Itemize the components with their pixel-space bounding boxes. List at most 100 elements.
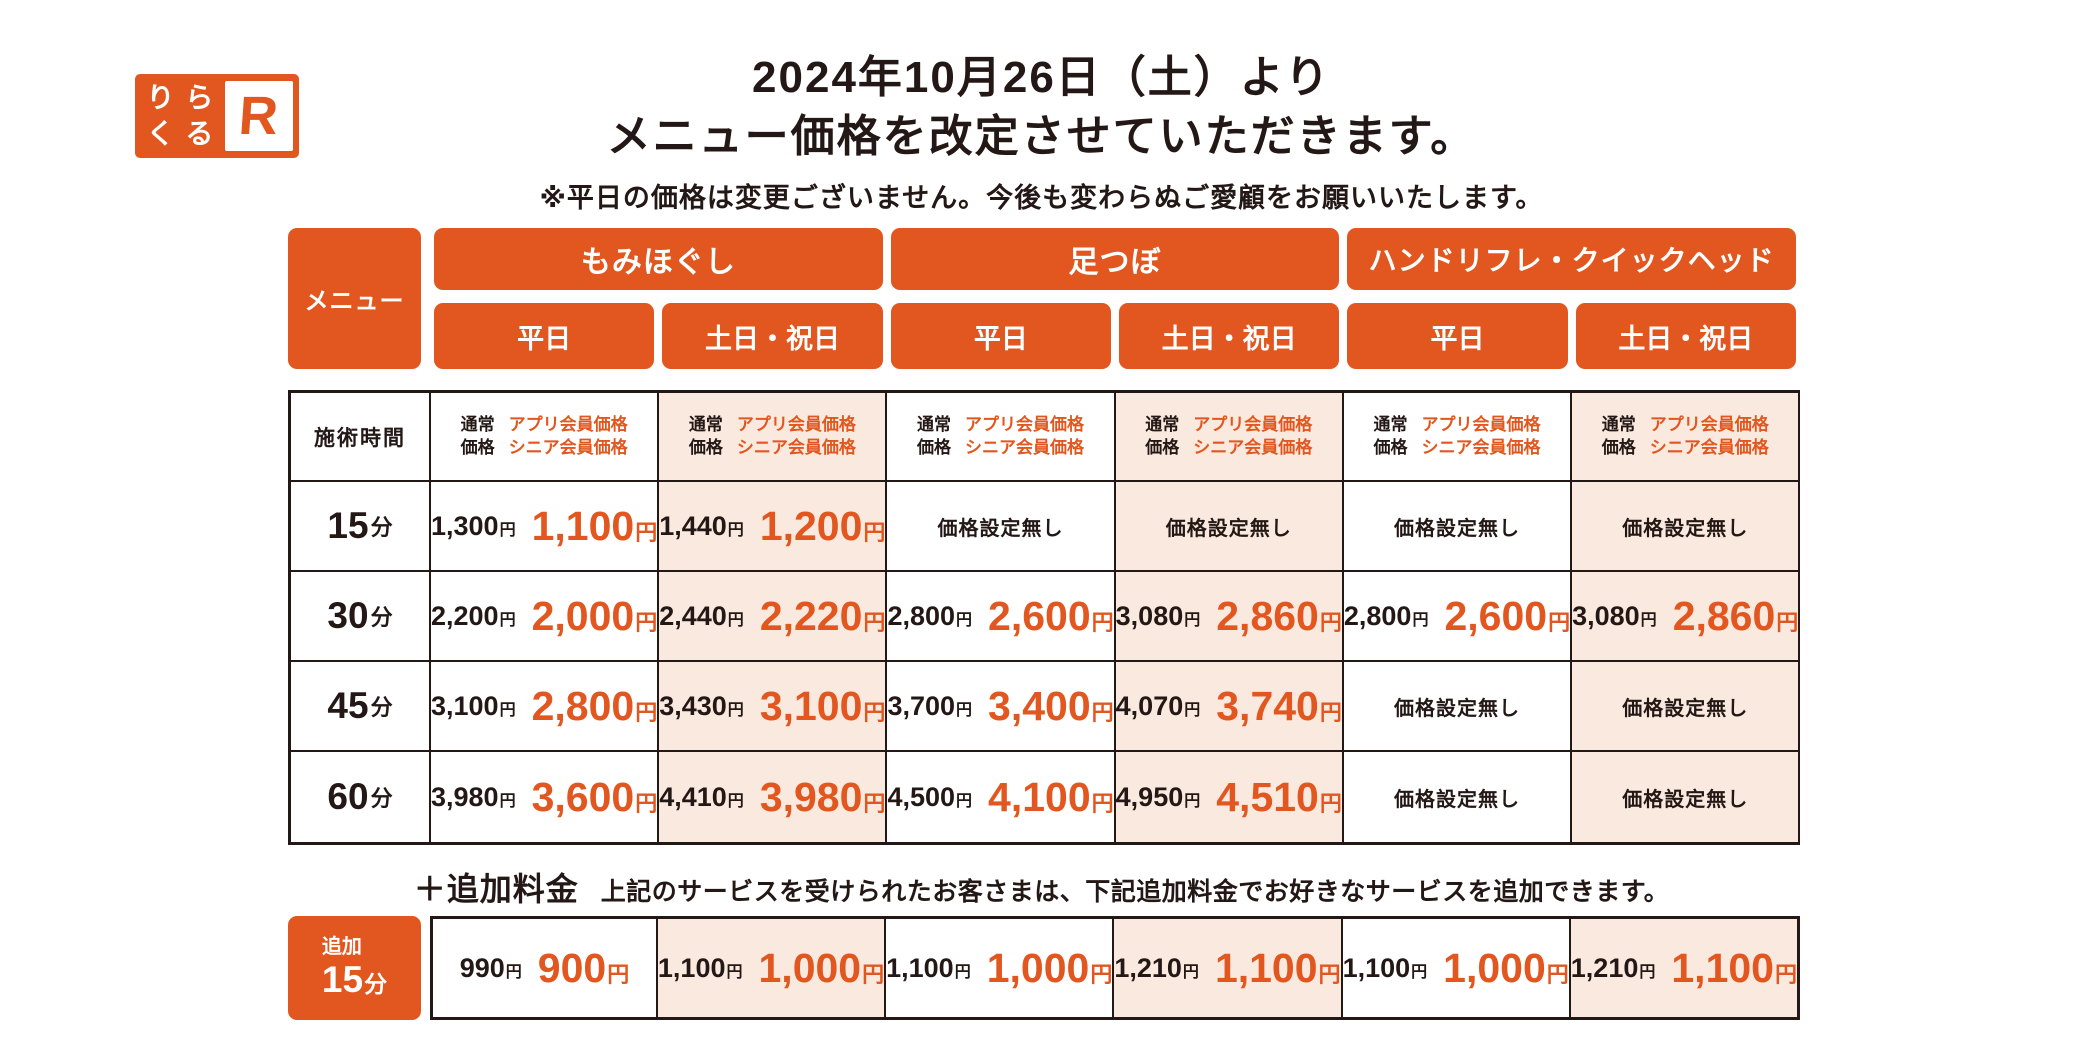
addon-15min-label: 追加 15分 bbox=[288, 916, 421, 1020]
menu-header: メニュー bbox=[288, 228, 421, 369]
logo-kana-text: り ら く る bbox=[141, 80, 219, 152]
addon-note: ＋追加料金 上記のサービスを受けられたお客さまは、下記追加料金でお好きなサービス… bbox=[0, 864, 2083, 910]
regular-price: 1,100 円 bbox=[1342, 952, 1428, 983]
logo-r-mark-icon: R bbox=[224, 81, 293, 151]
price-type-header: 通常 価格 アプリ会員価格 シニア会員価格 bbox=[431, 393, 660, 482]
member-price: 2,000 円 bbox=[531, 592, 658, 639]
member-price: 3,600 円 bbox=[531, 773, 658, 820]
regular-price: 1,440 円 bbox=[659, 510, 744, 541]
member-price: 2,220 円 bbox=[759, 592, 886, 639]
price-cell: 3,100 円 2,800 円 bbox=[431, 662, 660, 752]
price-cell: 3,700 円 3,400 円 bbox=[887, 662, 1116, 752]
regular-price: 3,080 円 bbox=[1115, 600, 1201, 631]
price-cell: 1,100 円 1,000 円 bbox=[657, 919, 887, 1017]
regular-price: 2,800 円 bbox=[1343, 600, 1429, 631]
no-price-cell: 価格設定無し bbox=[1344, 752, 1573, 842]
price-type-header: 通常 価格 アプリ会員価格 シニア会員価格 bbox=[659, 393, 888, 482]
addon-price-row: 990 円 900 円 1,100 円 1,000 円 1,100 円 1,000 円 1,… bbox=[430, 916, 1800, 1020]
duration-cell-15min: 15 分 bbox=[291, 482, 431, 572]
regular-price: 4,500 円 bbox=[887, 781, 973, 812]
day-header-weekend: 土日・祝日 bbox=[1118, 303, 1340, 369]
price-type-header: 通常 価格 アプリ会員価格 シニア会員価格 bbox=[1572, 393, 1799, 482]
day-header-weekend: 土日・祝日 bbox=[662, 303, 883, 369]
duration-cell-45min: 45 分 bbox=[291, 662, 431, 752]
price-type-header: 通常 価格 アプリ会員価格 シニア会員価格 bbox=[1115, 393, 1344, 482]
price-type-header: 通常 価格 アプリ会員価格 シニア会員価格 bbox=[887, 393, 1116, 482]
price-cell: 2,440 円 2,220 円 bbox=[659, 572, 888, 662]
title-line-2: メニュー価格を改定させていただきます。 bbox=[606, 112, 1477, 162]
member-price: 3,980 円 bbox=[759, 773, 886, 820]
member-price: 2,860 円 bbox=[1672, 592, 1799, 639]
page-note: ※平日の価格は変更ございません。今後も変わらぬご愛顧をお願いいたします。 bbox=[539, 183, 1544, 213]
regular-price: 1,100 円 bbox=[886, 952, 971, 983]
price-table: 施術時間 通常 価格 アプリ会員価格 シニア会員価格 通常 価格 アプリ会員価格 シニア… bbox=[288, 390, 1800, 845]
member-price: 4,100 円 bbox=[988, 773, 1114, 820]
price-cell: 2,800 円 2,600 円 bbox=[887, 572, 1116, 662]
regular-price: 990 円 bbox=[459, 952, 522, 983]
title-line-1: 2024年10月26日（土）より bbox=[752, 53, 1331, 102]
price-cell: 1,210 円 1,100 円 bbox=[1570, 919, 1797, 1017]
price-cell: 1,300 円 1,100 円 bbox=[431, 482, 660, 572]
member-price: 2,800 円 bbox=[531, 682, 658, 729]
logo-char: る bbox=[185, 118, 214, 149]
regular-price: 4,950 円 bbox=[1115, 781, 1201, 812]
member-price: 1,000 円 bbox=[1443, 944, 1569, 991]
regular-price: 4,070 円 bbox=[1115, 690, 1201, 721]
no-price-cell: 価格設定無し bbox=[1572, 752, 1799, 842]
member-price: 1,000 円 bbox=[986, 944, 1113, 991]
member-price: 4,510 円 bbox=[1216, 773, 1342, 820]
member-price: 2,860 円 bbox=[1216, 592, 1342, 639]
regular-price: 3,080 円 bbox=[1572, 600, 1657, 631]
price-cell: 3,980 円 3,600 円 bbox=[431, 752, 660, 842]
price-type-header: 通常 価格 アプリ会員価格 シニア会員価格 bbox=[1343, 393, 1573, 482]
no-price-cell: 価格設定無し bbox=[887, 482, 1116, 572]
member-price: 1,100 円 bbox=[1214, 944, 1341, 991]
price-cell: 2,800 円 2,600 円 bbox=[1343, 572, 1573, 662]
price-cell: 4,500 円 4,100 円 bbox=[887, 752, 1116, 842]
regular-price: 2,200 円 bbox=[431, 600, 516, 631]
member-price: 3,740 円 bbox=[1216, 682, 1342, 729]
price-cell: 3,080 円 2,860 円 bbox=[1572, 572, 1799, 662]
member-price: 1,200 円 bbox=[759, 502, 886, 549]
price-cell: 4,950 円 4,510 円 bbox=[1115, 752, 1344, 842]
regular-price: 4,410 円 bbox=[659, 781, 744, 812]
price-cell: 3,080 円 2,860 円 bbox=[1115, 572, 1344, 662]
day-header-weekend: 土日・祝日 bbox=[1575, 303, 1796, 369]
regular-price: 3,430 円 bbox=[659, 690, 744, 721]
rirakuru-logo: り ら く る R bbox=[135, 74, 299, 158]
page-title: 2024年10月26日（土）より メニュー価格を改定させていただきます。 bbox=[0, 48, 2083, 167]
regular-price: 1,210 円 bbox=[1570, 952, 1656, 983]
treatment-time-header: 施術時間 bbox=[291, 393, 431, 482]
member-price: 2,600 円 bbox=[1444, 592, 1571, 639]
price-cell: 990 円 900 円 bbox=[433, 919, 658, 1017]
price-cell: 4,070 円 3,740 円 bbox=[1115, 662, 1344, 752]
regular-price: 3,700 円 bbox=[887, 690, 973, 721]
regular-price: 3,100 円 bbox=[431, 690, 516, 721]
member-price: 1,000 円 bbox=[758, 944, 885, 991]
addon-heading: ＋追加料金 bbox=[413, 871, 579, 907]
day-header-weekday: 平日 bbox=[890, 303, 1111, 369]
member-price: 900 円 bbox=[537, 944, 630, 991]
price-cell: 3,430 円 3,100 円 bbox=[659, 662, 888, 752]
no-price-cell: 価格設定無し bbox=[1572, 662, 1799, 752]
price-cell: 1,100 円 1,000 円 bbox=[1343, 919, 1571, 1017]
member-price: 3,400 円 bbox=[988, 682, 1114, 729]
logo-char: く bbox=[146, 118, 175, 149]
group-header-handrefle-quickhead: ハンドリフレ・クイックヘッド bbox=[1347, 228, 1796, 290]
price-cell: 1,100 円 1,000 円 bbox=[886, 919, 1115, 1017]
logo-char: ら bbox=[185, 82, 214, 113]
member-price: 2,600 円 bbox=[988, 592, 1114, 639]
regular-price: 2,440 円 bbox=[659, 600, 744, 631]
no-price-cell: 価格設定無し bbox=[1343, 482, 1573, 572]
regular-price: 2,800 円 bbox=[887, 600, 973, 631]
table-header: メニュー もみほぐし 足つぼ ハンドリフレ・クイックヘッド 平日 土日・祝日 平… bbox=[288, 228, 1800, 369]
member-price: 1,100 円 bbox=[1671, 944, 1797, 991]
regular-price: 3,980 円 bbox=[431, 781, 516, 812]
addon-description: 上記のサービスを受けられたお客さまは、下記追加料金でお好きなサービスを追加できま… bbox=[600, 878, 1670, 906]
logo-char: り bbox=[146, 82, 175, 113]
no-price-cell: 価格設定無し bbox=[1572, 482, 1799, 572]
regular-price: 1,100 円 bbox=[657, 952, 743, 983]
price-cell: 4,410 円 3,980 円 bbox=[659, 752, 888, 842]
price-cell: 2,200 円 2,000 円 bbox=[431, 572, 660, 662]
regular-price: 1,210 円 bbox=[1114, 952, 1199, 983]
